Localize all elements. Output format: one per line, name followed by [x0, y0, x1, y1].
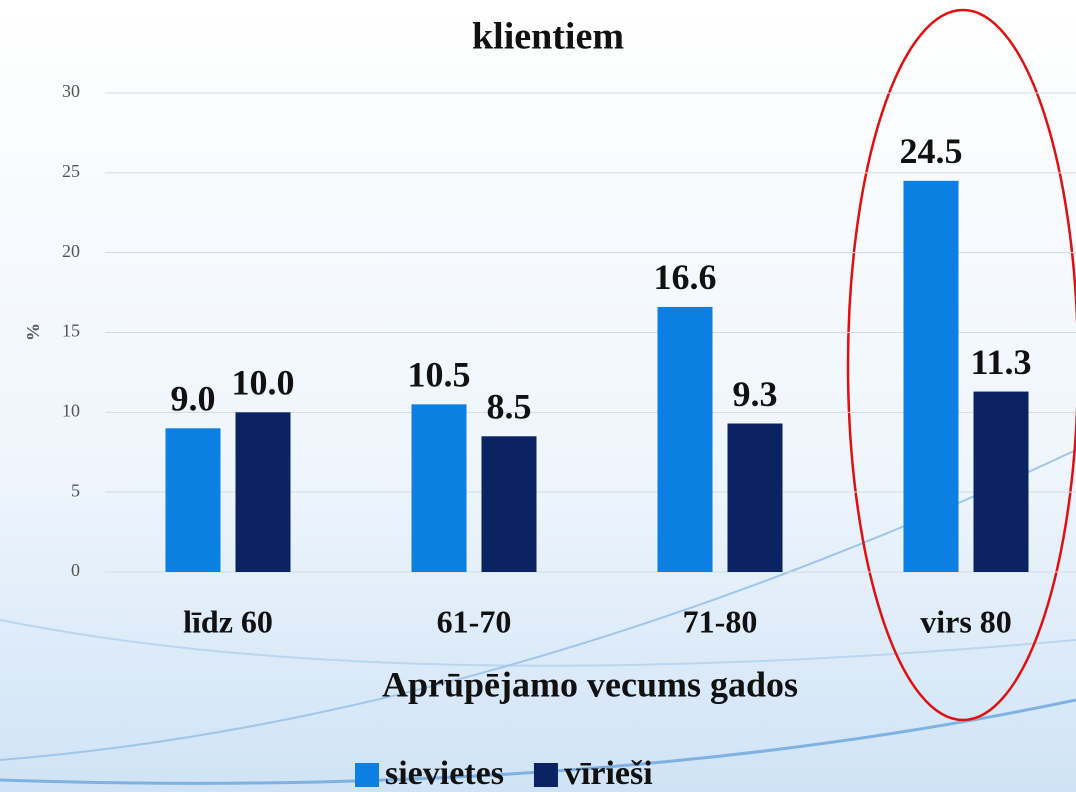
value-label: 11.3 — [970, 342, 1031, 382]
value-label: 10.0 — [232, 363, 295, 403]
y-axis-label: % — [23, 323, 43, 341]
legend-swatch — [355, 763, 379, 787]
value-label: 10.5 — [408, 355, 471, 395]
value-label: 16.6 — [654, 257, 717, 297]
value-label: 9.3 — [733, 374, 778, 414]
y-tick-label: 25 — [62, 161, 80, 181]
y-tick-label: 20 — [62, 241, 80, 261]
chart-title: klientiem — [472, 16, 624, 58]
x-tick-label: virs 80 — [920, 603, 1012, 639]
value-label: 9.0 — [171, 379, 216, 419]
bar — [481, 436, 537, 572]
legend-label: vīrieši — [564, 755, 653, 792]
x-tick-label: 71-80 — [683, 603, 758, 639]
bar — [235, 412, 291, 572]
bar — [411, 404, 467, 572]
legend-swatch — [533, 763, 558, 787]
value-label: 24.5 — [900, 131, 963, 171]
y-tick-label: 15 — [62, 321, 80, 341]
decor — [0, 698, 1076, 785]
x-tick-label: 61-70 — [437, 603, 512, 639]
y-tick-label: 5 — [71, 480, 80, 500]
value-label: 8.5 — [487, 387, 532, 427]
bar — [727, 423, 783, 572]
bar — [903, 180, 959, 573]
bar — [973, 391, 1029, 572]
highlight-ellipse — [846, 8, 1076, 722]
x-axis-label: Aprūpējamo vecums gados — [382, 664, 798, 704]
x-tick-label: līdz 60 — [183, 603, 273, 639]
y-tick-label: 0 — [71, 560, 80, 580]
y-tick-label: 30 — [62, 81, 80, 101]
bar — [165, 428, 221, 572]
decor — [0, 619, 1076, 667]
bar — [657, 306, 713, 572]
legend-label: sievietes — [385, 755, 504, 792]
y-tick-label: 10 — [62, 400, 80, 420]
